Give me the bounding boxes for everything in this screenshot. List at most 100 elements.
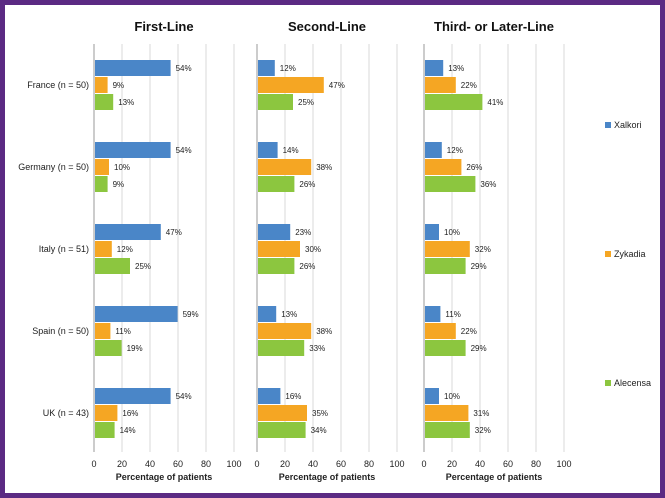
data-label: 31% bbox=[473, 409, 489, 418]
x-tick-label: 0 bbox=[421, 459, 426, 469]
data-label: 26% bbox=[299, 180, 315, 189]
x-tick-label: 20 bbox=[117, 459, 127, 469]
data-label: 13% bbox=[281, 310, 297, 319]
bar-zykadia bbox=[425, 323, 456, 339]
x-tick-label: 20 bbox=[447, 459, 457, 469]
data-label: 9% bbox=[113, 81, 125, 90]
data-label: 22% bbox=[461, 81, 477, 90]
x-tick-label: 60 bbox=[503, 459, 513, 469]
data-label: 36% bbox=[480, 180, 496, 189]
data-label: 54% bbox=[176, 392, 192, 401]
data-label: 54% bbox=[176, 146, 192, 155]
panel-title: Second-Line bbox=[288, 19, 366, 34]
bar-zykadia bbox=[258, 77, 324, 93]
data-label: 32% bbox=[475, 245, 491, 254]
bar-alecensa bbox=[425, 422, 470, 438]
x-tick-label: 40 bbox=[145, 459, 155, 469]
x-axis-label: Percentage of patients bbox=[116, 472, 213, 482]
bar-xalkori bbox=[95, 60, 171, 76]
bar-xalkori bbox=[258, 60, 275, 76]
bar-alecensa bbox=[425, 340, 466, 356]
bar-zykadia bbox=[95, 241, 112, 257]
bar-xalkori bbox=[425, 306, 441, 322]
data-label: 16% bbox=[285, 392, 301, 401]
data-label: 9% bbox=[113, 180, 125, 189]
bar-xalkori bbox=[258, 306, 277, 322]
data-label: 11% bbox=[115, 327, 130, 336]
bar-zykadia bbox=[95, 77, 108, 93]
bar-xalkori bbox=[425, 388, 439, 404]
bar-xalkori bbox=[95, 224, 161, 240]
data-label: 10% bbox=[444, 228, 460, 237]
data-label: 29% bbox=[471, 344, 487, 353]
data-label: 26% bbox=[466, 163, 482, 172]
bar-xalkori bbox=[95, 388, 171, 404]
data-label: 10% bbox=[444, 392, 460, 401]
bar-alecensa bbox=[95, 94, 114, 110]
data-label: 38% bbox=[316, 163, 332, 172]
x-tick-label: 60 bbox=[336, 459, 346, 469]
data-label: 32% bbox=[475, 426, 491, 435]
data-label: 38% bbox=[316, 327, 332, 336]
data-label: 47% bbox=[166, 228, 182, 237]
x-tick-label: 100 bbox=[389, 459, 404, 469]
bar-xalkori bbox=[425, 60, 444, 76]
bar-alecensa bbox=[425, 176, 476, 192]
bar-alecensa bbox=[95, 422, 115, 438]
data-label: 41% bbox=[487, 98, 503, 107]
bar-alecensa bbox=[425, 258, 466, 274]
data-label: 34% bbox=[311, 426, 327, 435]
legend-swatch bbox=[605, 122, 611, 128]
data-label: 25% bbox=[135, 262, 151, 271]
bar-zykadia bbox=[425, 241, 470, 257]
data-label: 35% bbox=[312, 409, 328, 418]
bar-zykadia bbox=[425, 77, 456, 93]
data-label: 16% bbox=[122, 409, 138, 418]
bar-alecensa bbox=[258, 176, 295, 192]
x-tick-label: 0 bbox=[254, 459, 259, 469]
x-tick-label: 100 bbox=[226, 459, 241, 469]
data-label: 12% bbox=[280, 64, 296, 73]
x-tick-label: 20 bbox=[280, 459, 290, 469]
bar-zykadia bbox=[425, 159, 462, 175]
bar-xalkori bbox=[258, 142, 278, 158]
data-label: 26% bbox=[299, 262, 315, 271]
bar-zykadia bbox=[258, 405, 307, 421]
data-label: 10% bbox=[114, 163, 130, 172]
bar-alecensa bbox=[95, 176, 108, 192]
data-label: 29% bbox=[471, 262, 487, 271]
data-label: 12% bbox=[117, 245, 133, 254]
bar-alecensa bbox=[95, 258, 130, 274]
x-tick-label: 80 bbox=[201, 459, 211, 469]
bar-zykadia bbox=[425, 405, 469, 421]
x-tick-label: 80 bbox=[531, 459, 541, 469]
bar-xalkori bbox=[425, 142, 442, 158]
category-label: France (n = 50) bbox=[27, 80, 89, 90]
data-label: 13% bbox=[448, 64, 464, 73]
data-label: 22% bbox=[461, 327, 477, 336]
legend-label: Zykadia bbox=[614, 249, 646, 259]
x-tick-label: 0 bbox=[91, 459, 96, 469]
x-axis-label: Percentage of patients bbox=[446, 472, 543, 482]
bar-xalkori bbox=[258, 388, 281, 404]
data-label: 14% bbox=[283, 146, 299, 155]
category-label: Spain (n = 50) bbox=[32, 326, 89, 336]
data-label: 54% bbox=[176, 64, 192, 73]
data-label: 12% bbox=[447, 146, 463, 155]
legend-swatch bbox=[605, 251, 611, 257]
panel-title: First-Line bbox=[134, 19, 193, 34]
bar-xalkori bbox=[95, 306, 178, 322]
category-label: UK (n = 43) bbox=[43, 408, 89, 418]
data-label: 59% bbox=[183, 310, 199, 319]
data-label: 33% bbox=[309, 344, 325, 353]
bar-alecensa bbox=[258, 258, 295, 274]
legend-swatch bbox=[605, 380, 611, 386]
legend-label: Xalkori bbox=[614, 120, 642, 130]
x-tick-label: 60 bbox=[173, 459, 183, 469]
bar-alecensa bbox=[258, 422, 306, 438]
data-label: 30% bbox=[305, 245, 321, 254]
x-tick-label: 80 bbox=[364, 459, 374, 469]
bar-zykadia bbox=[95, 159, 109, 175]
bar-zykadia bbox=[258, 159, 312, 175]
